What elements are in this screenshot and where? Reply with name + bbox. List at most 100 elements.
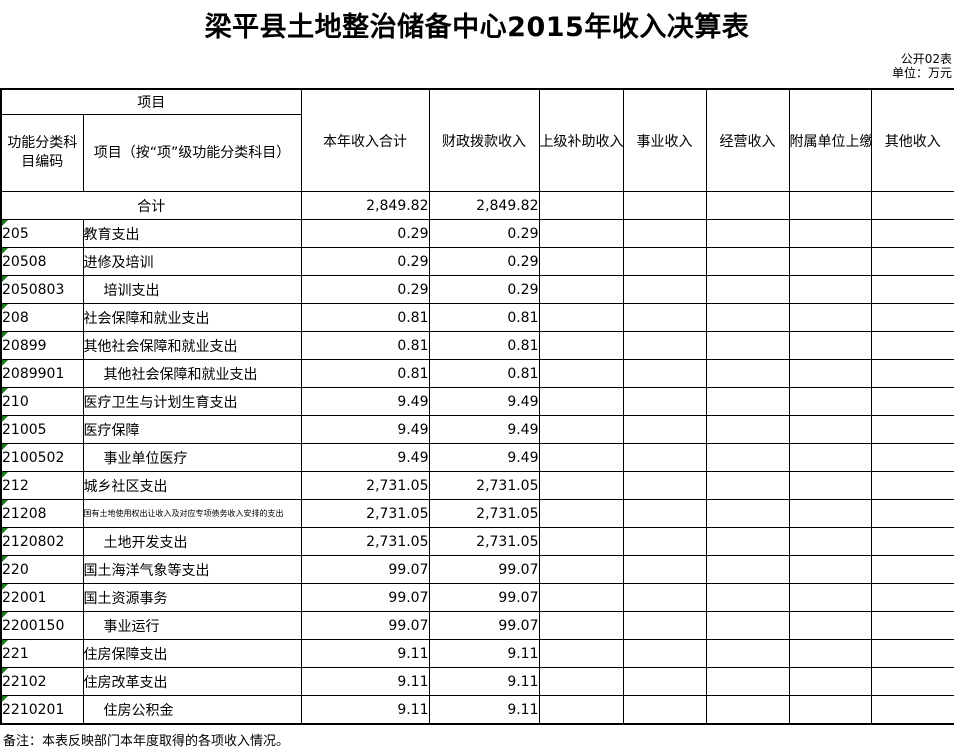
- unit-label: 单位：万元: [891, 66, 952, 80]
- cell-subsidy-empty: [538, 527, 624, 556]
- cell-item-name: 其他社会保障和就业支出: [82, 359, 302, 388]
- cell-business-empty: [622, 415, 707, 444]
- table-row: 221 住房保障支出 9.11 9.11: [0, 639, 954, 668]
- cell-code: 20899: [0, 331, 84, 360]
- cell-operating-empty: [705, 359, 790, 388]
- cell-other-empty: [870, 387, 954, 416]
- cell-subsidy-empty: [538, 471, 624, 500]
- cell-other-empty: [870, 331, 954, 360]
- cell-code: 22102: [0, 667, 84, 696]
- cell-code: 2210201: [0, 695, 84, 725]
- cell-code: 2200150: [0, 611, 84, 640]
- header-affiliate-remit-income: 附属单位上缴收入: [788, 88, 872, 192]
- page-title: 梁平县土地整治储备中心2015年收入决算表: [204, 12, 750, 43]
- cell-fiscal-income: 9.11: [428, 639, 540, 668]
- cell-business-empty: [622, 275, 707, 304]
- error-triangle-icon: [2, 416, 8, 422]
- header-total-income: 本年收入合计: [300, 88, 430, 192]
- cell-operating-empty: [705, 471, 790, 500]
- cell-operating-empty: [705, 583, 790, 612]
- cell-total-income: 0.29: [300, 275, 430, 304]
- sheet-label: 公开02表: [900, 52, 952, 66]
- cell-subsidy-empty: [538, 303, 624, 332]
- cell-total-income: 99.07: [300, 611, 430, 640]
- cell-fiscal-income: 0.81: [428, 331, 540, 360]
- cell-item-name: 社会保障和就业支出: [82, 303, 302, 332]
- header-fiscal-income: 财政拨款收入: [428, 88, 540, 192]
- cell-other-empty: [870, 415, 954, 444]
- cell-total-income: 9.49: [300, 415, 430, 444]
- cell-operating-empty: [705, 387, 790, 416]
- cell-item-name: 培训支出: [82, 275, 302, 304]
- cell-item-name: 医疗卫生与计划生育支出: [82, 387, 302, 416]
- cell-other-empty: [870, 191, 954, 220]
- table-row: 22102 住房改革支出 9.11 9.11: [0, 667, 954, 696]
- cell-total-income: 0.81: [300, 331, 430, 360]
- cell-operating-empty: [705, 275, 790, 304]
- cell-subsidy-empty: [538, 359, 624, 388]
- cell-affiliate-empty: [788, 471, 872, 500]
- cell-code: 2120802: [0, 527, 84, 556]
- cell-subsidy-empty: [538, 555, 624, 584]
- cell-code: 205: [0, 219, 84, 248]
- cell-fiscal-income: 0.29: [428, 247, 540, 276]
- cell-code: 220: [0, 555, 84, 584]
- cell-fiscal-income: 0.29: [428, 219, 540, 248]
- cell-subsidy-empty: [538, 191, 624, 220]
- cell-business-empty: [622, 555, 707, 584]
- cell-operating-empty: [705, 415, 790, 444]
- cell-total-income: 9.11: [300, 695, 430, 725]
- cell-item-name: 教育支出: [82, 219, 302, 248]
- cell-other-empty: [870, 471, 954, 500]
- cell-code: 2050803: [0, 275, 84, 304]
- cell-total-income: 2,731.05: [300, 527, 430, 556]
- table-row: 208 社会保障和就业支出 0.81 0.81: [0, 303, 954, 332]
- table-row: 220 国土海洋气象等支出 99.07 99.07: [0, 555, 954, 584]
- cell-operating-empty: [705, 695, 790, 725]
- cell-business-empty: [622, 639, 707, 668]
- cell-item-name: 事业单位医疗: [82, 443, 302, 472]
- table-row: 2050803 培训支出 0.29 0.29: [0, 275, 954, 304]
- cell-affiliate-empty: [788, 583, 872, 612]
- table-row: 2100502 事业单位医疗 9.49 9.49: [0, 443, 954, 472]
- cell-affiliate-empty: [788, 191, 872, 220]
- table-row: 20508 进修及培训 0.29 0.29: [0, 247, 954, 276]
- cell-business-empty: [622, 387, 707, 416]
- cell-total-income: 99.07: [300, 583, 430, 612]
- cell-fiscal-income: 0.29: [428, 275, 540, 304]
- cell-item-name: 国土海洋气象等支出: [82, 555, 302, 584]
- cell-operating-empty: [705, 331, 790, 360]
- cell-other-empty: [870, 275, 954, 304]
- table-row: 210 医疗卫生与计划生育支出 9.49 9.49: [0, 387, 954, 416]
- cell-item-name: 住房改革支出: [82, 667, 302, 696]
- cell-other-empty: [870, 695, 954, 725]
- error-triangle-icon: [2, 640, 8, 646]
- cell-affiliate-empty: [788, 443, 872, 472]
- cell-fiscal-income: 9.11: [428, 667, 540, 696]
- error-triangle-icon: [2, 472, 8, 478]
- cell-operating-empty: [705, 555, 790, 584]
- header-operating-income: 经营收入: [705, 88, 790, 192]
- cell-code: 21208: [0, 499, 84, 528]
- cell-affiliate-empty: [788, 695, 872, 725]
- error-triangle-icon: [2, 696, 8, 702]
- table-row: 2210201 住房公积金 9.11 9.11: [0, 695, 954, 725]
- cell-operating-empty: [705, 303, 790, 332]
- cell-other-empty: [870, 359, 954, 388]
- table-body: 合计 2,849.82 2,849.82 205 教育支出 0.29 0.29 20508 进修…: [0, 191, 954, 725]
- cell-business-empty: [622, 443, 707, 472]
- cell-total-income: 0.81: [300, 303, 430, 332]
- error-triangle-icon: [2, 444, 8, 450]
- cell-business-empty: [622, 527, 707, 556]
- cell-code: 210: [0, 387, 84, 416]
- cell-item-name: 国有土地使用权出让收入及对应专项债务收入安排的支出: [82, 499, 302, 528]
- header-superior-subsidy-income: 上级补助收入: [538, 88, 624, 192]
- cell-item-name: 城乡社区支出: [82, 471, 302, 500]
- cell-affiliate-empty: [788, 387, 872, 416]
- cell-item-name: 进修及培训: [82, 247, 302, 276]
- cell-operating-empty: [705, 443, 790, 472]
- cell-total-income: 9.49: [300, 387, 430, 416]
- cell-subsidy-empty: [538, 247, 624, 276]
- footnote: 备注：本表反映部门本年度取得的各项收入情况。: [3, 734, 290, 749]
- error-triangle-icon: [2, 276, 8, 282]
